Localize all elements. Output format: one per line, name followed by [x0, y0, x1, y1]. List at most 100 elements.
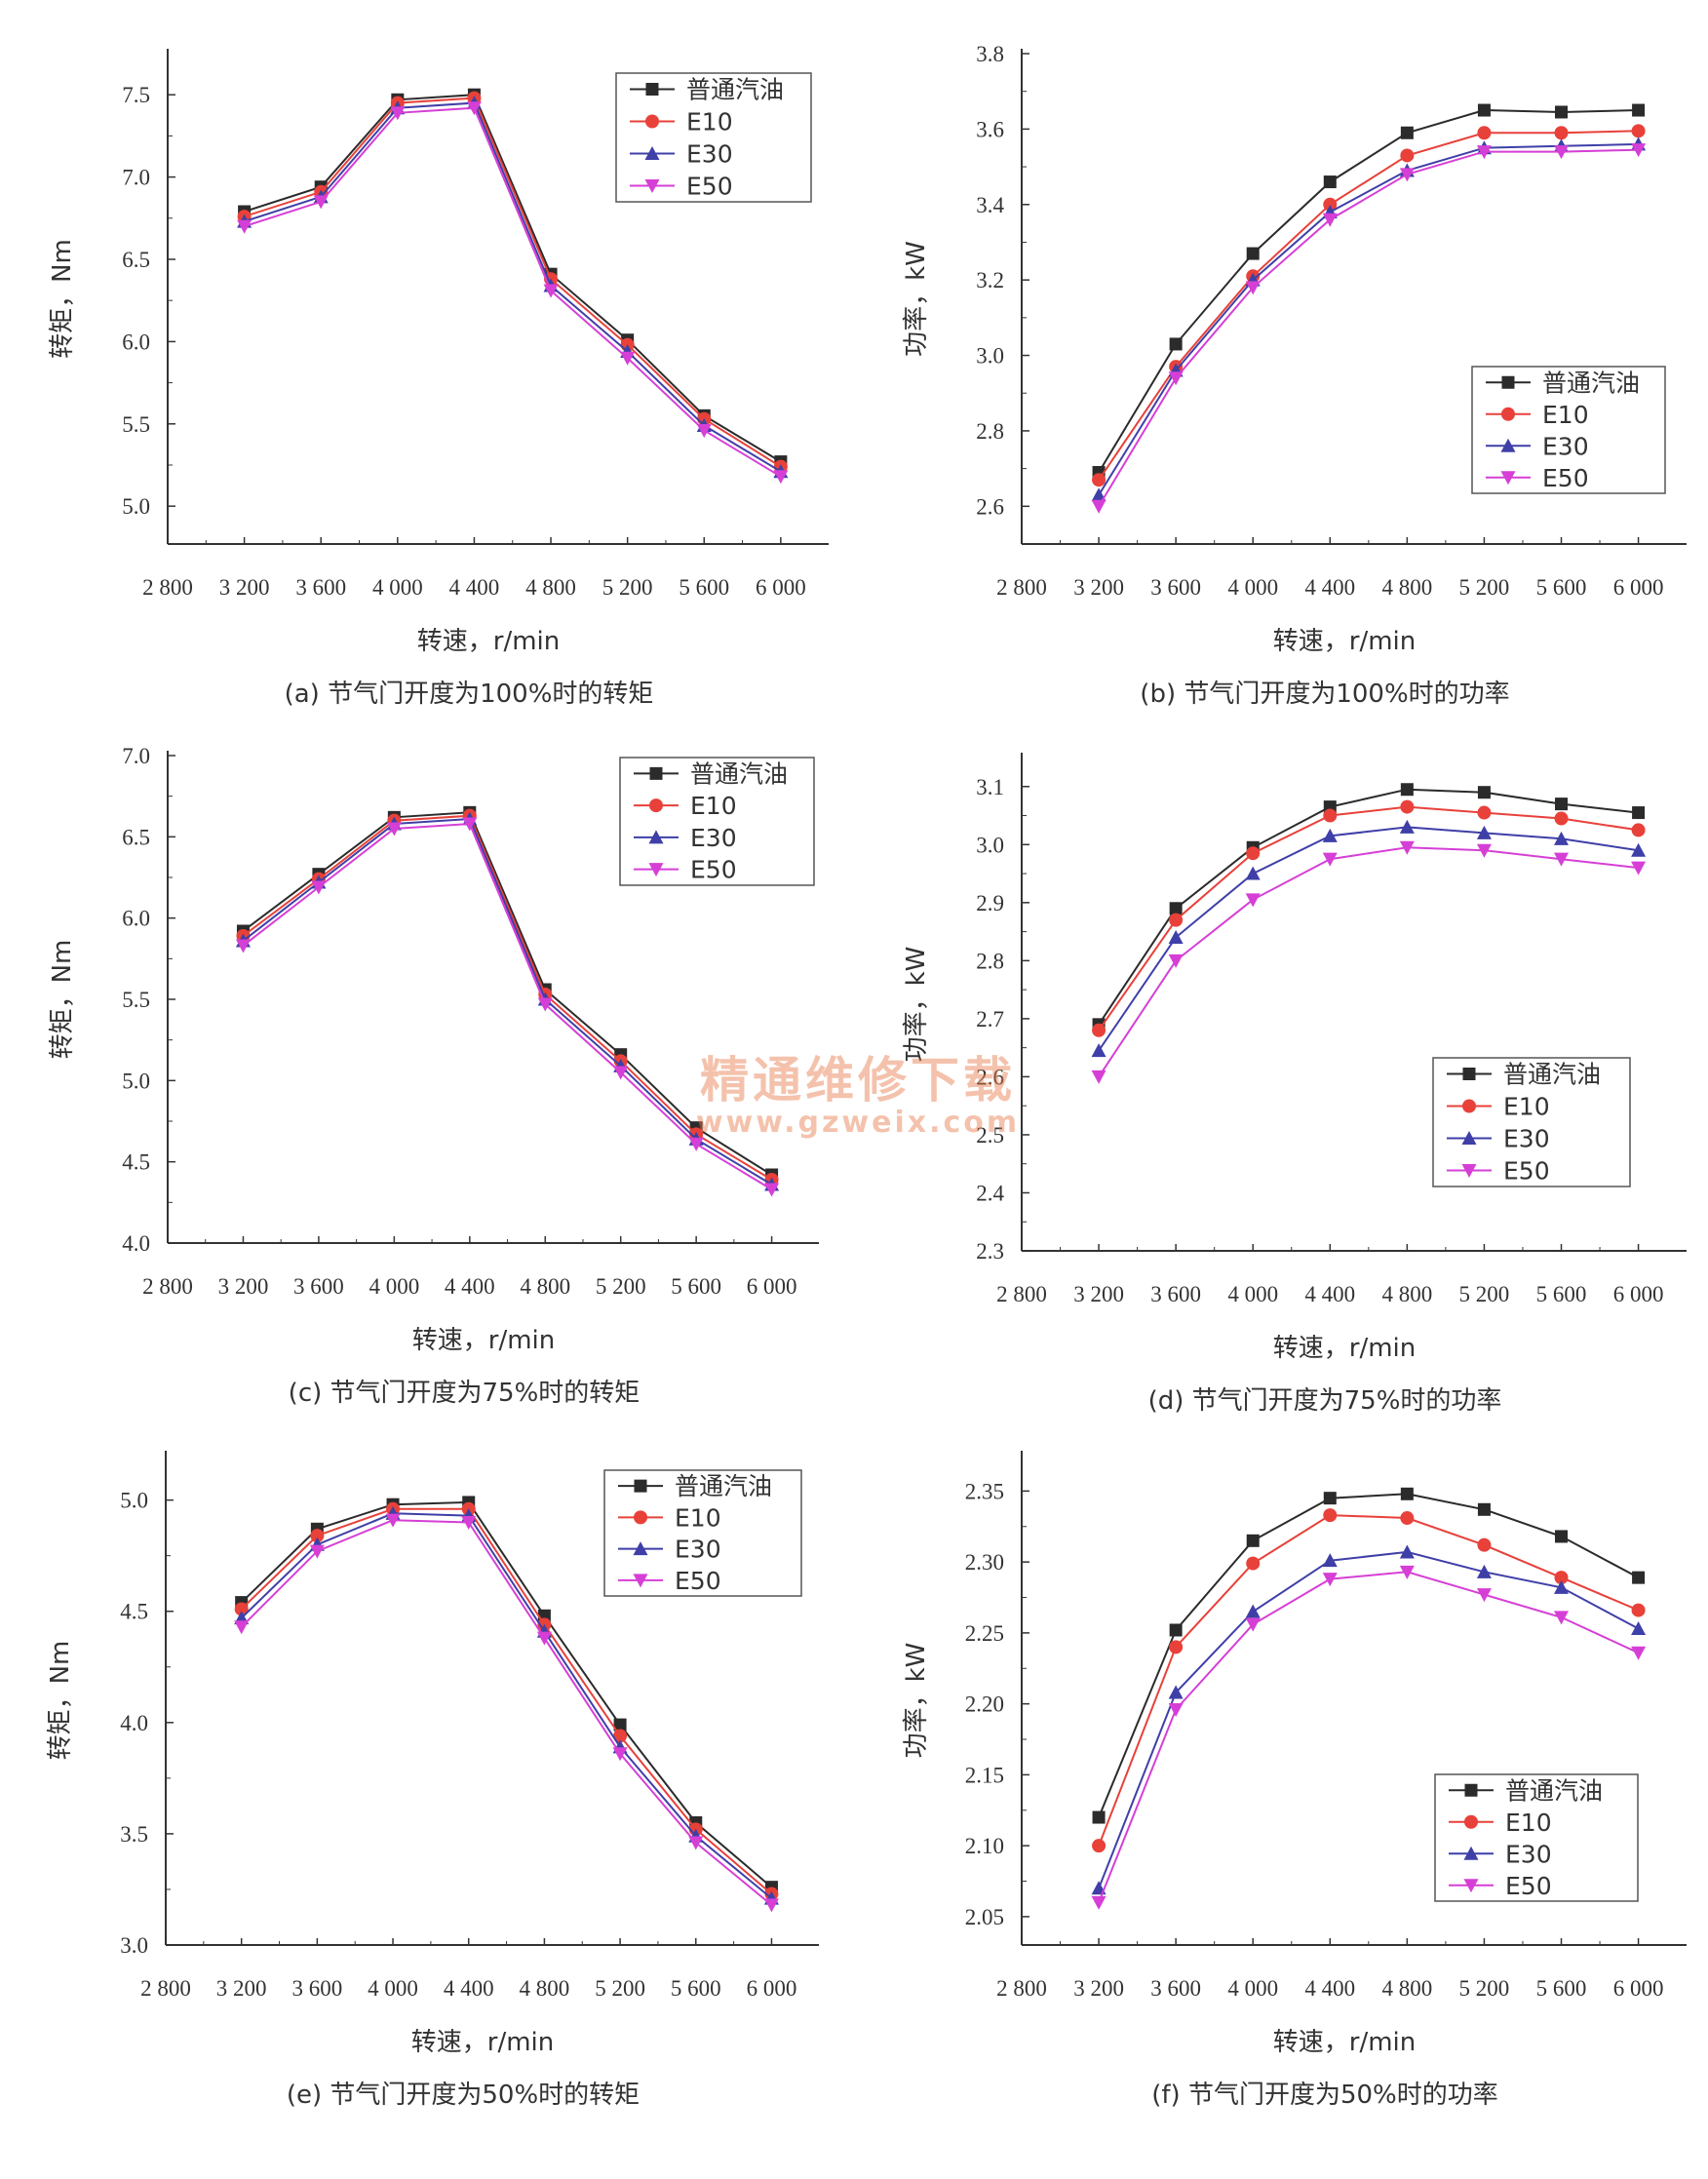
series-E10: [1092, 799, 1646, 1037]
x-tick-label: 3 200: [216, 1976, 267, 2001]
data-point: [309, 1544, 325, 1559]
y-tick-label: 2.5: [976, 1123, 1004, 1148]
series-普通汽油: [1092, 103, 1646, 479]
y-tick-label: 2.10: [965, 1834, 1004, 1858]
y-tick-label: 7.5: [122, 83, 150, 107]
x-tick-label: 4 000: [1227, 575, 1278, 600]
data-point: [620, 351, 636, 366]
data-point: [234, 1602, 249, 1616]
x-tick-label: 5 200: [595, 1976, 645, 2001]
y-tick-label: 2.05: [965, 1905, 1004, 1929]
series-line: [244, 94, 782, 463]
legend-entry: E30: [1505, 1840, 1552, 1868]
panel-caption: (e) 节气门开度为50%时的转矩: [287, 2081, 640, 2110]
series-line: [1098, 148, 1639, 507]
series-line: [241, 1500, 773, 1888]
series-line: [242, 817, 773, 1186]
legend-entry: E30: [1503, 1125, 1550, 1153]
data-point: [1323, 197, 1338, 212]
legend: 普通汽油 E10 E30 E50: [615, 72, 812, 203]
y-axis-label: 转矩，Nm: [48, 940, 77, 1060]
chart-panel-4: 2 800 3 200 3 600 4 000 4 400 4 800 5 200 5 600…: [902, 753, 1687, 1416]
legend-swatch-marker: [1461, 1131, 1477, 1145]
x-tick-label: 3 600: [1150, 1976, 1201, 2001]
data-point: [1400, 799, 1415, 814]
data-point: [1477, 1502, 1491, 1516]
data-point: [461, 1515, 477, 1530]
data-point: [1399, 840, 1415, 855]
y-tick-label: 3.2: [976, 268, 1004, 292]
x-tick-label: 3 600: [291, 1976, 342, 2001]
y-axis-label: 功率，kW: [902, 1643, 931, 1759]
x-axis-label: 转速，r/min: [1273, 627, 1416, 656]
data-point: [1246, 846, 1261, 861]
data-point: [1322, 852, 1338, 867]
series-line: [1098, 788, 1639, 1026]
y-tick-label: 2.8: [976, 419, 1004, 444]
data-point: [1091, 499, 1106, 514]
data-point: [466, 101, 482, 116]
x-tick-label: 3 600: [1150, 575, 1201, 600]
y-tick-label: 6.5: [122, 825, 150, 849]
legend-entry: E30: [686, 140, 733, 169]
panel-caption: (c) 节气门开度为75%时的转矩: [289, 1379, 640, 1408]
data-point: [613, 1718, 627, 1732]
data-point: [1400, 148, 1415, 163]
x-axis-label: 转速，r/min: [417, 627, 560, 656]
series-line: [1098, 130, 1639, 481]
series-E50: [1091, 1565, 1647, 1910]
data-point: [1322, 213, 1338, 227]
data-point: [1400, 1487, 1414, 1500]
chart-panel-2: 2 800 3 200 3 600 4 000 4 400 4 800 5 200 5 600…: [902, 42, 1687, 709]
x-tick-label: 3 200: [219, 575, 270, 600]
legend-swatch-marker: [648, 863, 664, 877]
x-axis-label: 转速，r/min: [1273, 1334, 1416, 1363]
legend-entry: E50: [686, 173, 733, 201]
x-tick-label: 6 000: [1613, 1282, 1664, 1306]
legend-entry: 普通汽油: [690, 759, 788, 788]
data-point: [764, 1183, 780, 1197]
legend-entry: E30: [690, 824, 737, 852]
x-tick-label: 5 200: [1459, 1282, 1510, 1306]
series-E10: [1092, 1508, 1646, 1853]
y-tick-label: 4.5: [122, 1150, 150, 1175]
x-tick-label: 4 000: [372, 575, 423, 600]
y-tick-label: 3.0: [976, 833, 1004, 857]
legend-entry: E10: [686, 108, 733, 136]
y-tick-label: 6.0: [122, 907, 150, 931]
data-point: [1323, 808, 1338, 823]
data-point: [1323, 1492, 1337, 1505]
series-普通汽油: [1092, 783, 1646, 1031]
series-line: [244, 97, 782, 468]
x-tick-label: 5 200: [1459, 1976, 1510, 2001]
data-point: [1091, 1070, 1106, 1084]
x-axis-label: 转速，r/min: [1273, 2028, 1416, 2057]
legend-entry: E10: [675, 1503, 721, 1532]
data-point: [1631, 124, 1646, 138]
data-point: [1169, 1623, 1183, 1637]
y-tick-label: 5.5: [122, 412, 150, 437]
series-line: [1098, 108, 1639, 474]
legend-swatch-marker: [633, 1541, 648, 1556]
legend: 普通汽油 E10 E30 E50: [1432, 1057, 1631, 1187]
legend-entry: E10: [1505, 1809, 1552, 1837]
series-line: [1098, 1571, 1640, 1903]
y-tick-label: 3.0: [976, 344, 1004, 369]
data-point: [1476, 1564, 1492, 1578]
chart-panel-1: 2 800 3 200 3 600 4 000 4 400 4 800 5 200 5 600…: [48, 49, 829, 709]
series-E30: [1091, 819, 1647, 1058]
chart-panel-5: 2 800 3 200 3 600 4 000 4 400 4 800 5 200 5 600…: [46, 1451, 819, 2110]
legend-swatch-marker: [1463, 1846, 1479, 1860]
x-tick-label: 4 800: [1381, 1976, 1432, 2001]
series-E50: [234, 1513, 779, 1913]
legend-swatch-marker: [633, 1574, 648, 1588]
data-point: [1631, 823, 1646, 837]
data-point: [1400, 783, 1414, 797]
legend-swatch-marker: [648, 830, 664, 844]
legend-swatch-marker: [1464, 1814, 1478, 1829]
series-line: [1098, 846, 1639, 1077]
data-point: [1554, 126, 1569, 140]
series-line: [1098, 1493, 1640, 1818]
data-point: [1555, 1530, 1569, 1543]
data-point: [1477, 103, 1491, 117]
